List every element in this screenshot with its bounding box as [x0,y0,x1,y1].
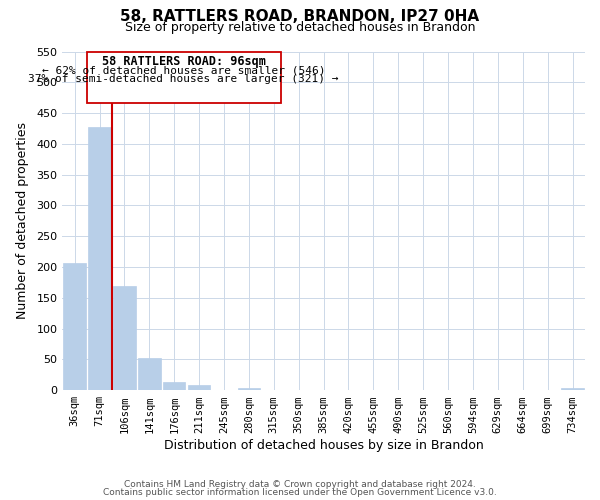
Bar [113,286,136,390]
Bar [188,384,211,390]
X-axis label: Distribution of detached houses by size in Brandon: Distribution of detached houses by size … [164,440,484,452]
Bar [138,358,161,390]
Bar [64,264,86,390]
Bar [238,388,260,390]
Bar [163,382,185,390]
Text: 37% of semi-detached houses are larger (321) →: 37% of semi-detached houses are larger (… [28,74,339,85]
Text: 58 RATTLERS ROAD: 96sqm: 58 RATTLERS ROAD: 96sqm [102,55,266,68]
Text: ← 62% of detached houses are smaller (546): ← 62% of detached houses are smaller (54… [42,65,325,75]
Text: 58, RATTLERS ROAD, BRANDON, IP27 0HA: 58, RATTLERS ROAD, BRANDON, IP27 0HA [121,9,479,24]
Text: Size of property relative to detached houses in Brandon: Size of property relative to detached ho… [125,21,475,34]
FancyBboxPatch shape [86,52,281,102]
Bar [88,126,111,390]
Bar [562,388,584,390]
Y-axis label: Number of detached properties: Number of detached properties [16,122,29,320]
Text: Contains HM Land Registry data © Crown copyright and database right 2024.: Contains HM Land Registry data © Crown c… [124,480,476,489]
Text: Contains public sector information licensed under the Open Government Licence v3: Contains public sector information licen… [103,488,497,497]
